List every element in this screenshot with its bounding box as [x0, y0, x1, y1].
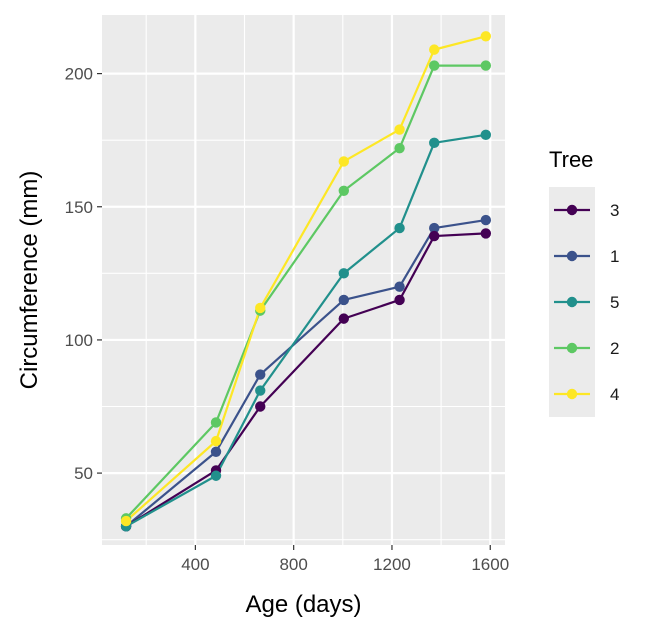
data-point-tree-2 [338, 185, 349, 196]
y-axis: 50 100 150 200 [65, 65, 102, 483]
data-point-tree-1 [338, 294, 349, 306]
data-point-tree-2 [429, 60, 440, 71]
legend-key-point-2 [566, 342, 578, 354]
legend-label-4: 4 [610, 385, 619, 404]
minor-gridlines [102, 15, 505, 545]
data-point-tree-1 [480, 214, 492, 226]
data-point-tree-4 [480, 31, 492, 42]
data-point-tree-5 [394, 222, 405, 234]
data-point-tree-3 [394, 294, 405, 306]
y-tick-label: 50 [74, 464, 93, 483]
data-point-tree-3 [429, 230, 440, 242]
legend-key-point-3 [566, 204, 578, 216]
legend: Tree 3 1 5 2 4 [549, 147, 619, 417]
data-point-tree-1 [429, 222, 440, 234]
data-point-tree-4 [394, 124, 405, 135]
legend-label-1: 1 [610, 247, 619, 266]
data-point-tree-3 [338, 313, 349, 324]
data-point-tree-5 [255, 385, 266, 396]
major-gridlines [102, 15, 505, 545]
x-tick-label: 1200 [373, 555, 411, 574]
legend-key-point-4 [566, 388, 578, 400]
data-point-tree-4 [210, 435, 222, 447]
data-point-tree-3 [480, 228, 492, 239]
legend-label-5: 5 [610, 293, 619, 312]
data-point-tree-5 [429, 137, 440, 149]
x-axis-title: Age (days) [245, 591, 361, 618]
data-point-tree-4 [338, 156, 349, 167]
x-tick-label: 800 [279, 555, 307, 574]
data-point-tree-1 [210, 446, 222, 457]
x-axis: 400 800 1200 1600 [181, 545, 509, 574]
data-point-tree-2 [394, 142, 405, 154]
x-tick-label: 400 [181, 555, 209, 574]
legend-label-3: 3 [610, 201, 619, 220]
data-point-tree-3 [255, 401, 266, 412]
data-point-tree-5 [480, 129, 492, 141]
data-point-tree-5 [338, 268, 349, 279]
series-points [120, 31, 492, 532]
data-point-tree-2 [210, 417, 222, 428]
data-point-tree-5 [210, 470, 222, 481]
plot-panel [102, 15, 505, 545]
x-tick-label: 1600 [471, 555, 509, 574]
data-point-tree-2 [480, 60, 492, 71]
legend-title: Tree [549, 147, 593, 172]
y-tick-label: 200 [65, 65, 93, 84]
data-point-tree-1 [255, 369, 266, 380]
y-axis-title: Circumference (mm) [16, 171, 43, 390]
data-point-tree-4 [429, 44, 440, 55]
data-point-tree-4 [255, 302, 266, 314]
legend-key-point-5 [566, 296, 578, 308]
legend-items: 3 1 5 2 4 [554, 201, 619, 404]
legend-key-point-1 [566, 250, 578, 262]
y-tick-label: 100 [65, 331, 93, 350]
y-tick-label: 150 [65, 198, 93, 217]
legend-label-2: 2 [610, 339, 619, 358]
data-point-tree-4 [120, 515, 132, 527]
data-point-tree-1 [394, 281, 405, 292]
